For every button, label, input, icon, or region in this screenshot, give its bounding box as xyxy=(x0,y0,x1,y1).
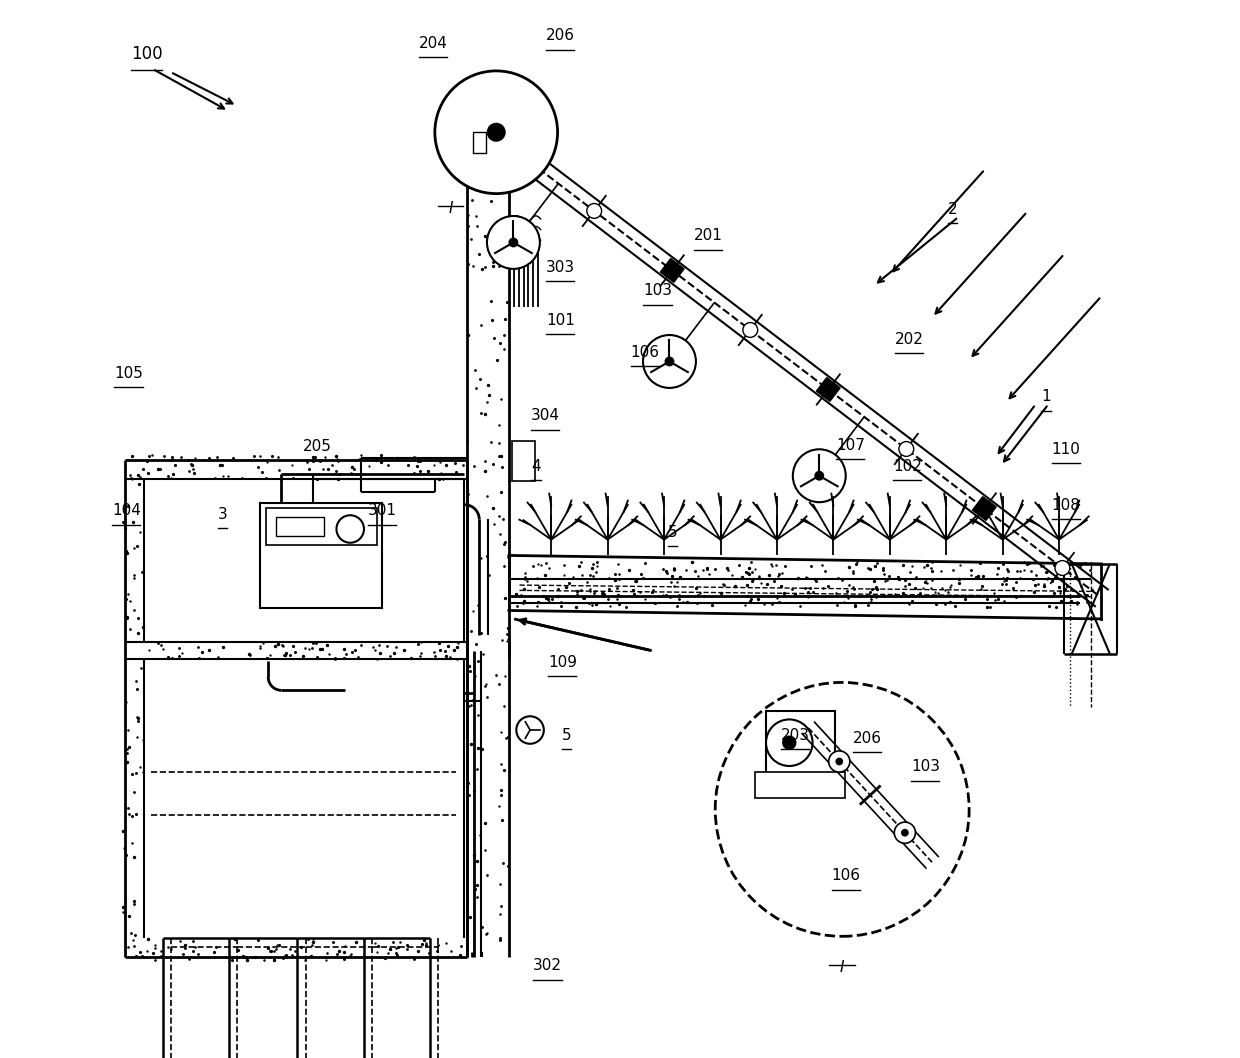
Text: 106: 106 xyxy=(832,869,861,883)
Text: 108: 108 xyxy=(1052,498,1080,513)
Text: 103: 103 xyxy=(911,760,940,774)
Circle shape xyxy=(901,829,908,836)
Polygon shape xyxy=(972,496,996,521)
Text: 304: 304 xyxy=(531,408,560,423)
Text: 206: 206 xyxy=(546,29,575,43)
Text: 206: 206 xyxy=(853,731,882,746)
Polygon shape xyxy=(661,258,684,282)
Text: 104: 104 xyxy=(112,504,141,518)
Circle shape xyxy=(1055,561,1070,576)
Text: 205: 205 xyxy=(303,439,331,454)
Bar xyxy=(277,517,324,536)
Text: 105: 105 xyxy=(114,366,143,381)
Text: 101: 101 xyxy=(546,313,575,328)
Bar xyxy=(472,132,486,153)
Text: 107: 107 xyxy=(836,438,864,453)
Polygon shape xyxy=(816,378,841,401)
Text: 109: 109 xyxy=(548,655,577,670)
Text: 1: 1 xyxy=(1042,389,1050,404)
Circle shape xyxy=(782,736,796,749)
Circle shape xyxy=(487,216,539,269)
Text: 204: 204 xyxy=(419,36,448,51)
Text: 103: 103 xyxy=(644,284,672,298)
Circle shape xyxy=(508,144,523,159)
Text: 2: 2 xyxy=(949,202,957,217)
Bar xyxy=(469,116,506,164)
Text: 203: 203 xyxy=(781,728,810,743)
Circle shape xyxy=(815,472,823,480)
Text: 106: 106 xyxy=(631,345,660,360)
Circle shape xyxy=(665,263,680,278)
Circle shape xyxy=(336,515,365,543)
Circle shape xyxy=(644,335,696,388)
Text: 302: 302 xyxy=(533,959,562,973)
Text: 4: 4 xyxy=(531,459,541,474)
Bar xyxy=(766,711,835,774)
Circle shape xyxy=(977,501,992,516)
Circle shape xyxy=(743,323,758,338)
Text: 5: 5 xyxy=(667,525,677,540)
Bar xyxy=(755,772,846,798)
Circle shape xyxy=(435,71,558,194)
Circle shape xyxy=(899,441,914,456)
Text: 202: 202 xyxy=(895,332,924,347)
Text: I: I xyxy=(839,960,844,974)
Circle shape xyxy=(836,759,842,765)
Text: I: I xyxy=(449,201,453,216)
Text: 110: 110 xyxy=(1052,442,1080,457)
Circle shape xyxy=(587,203,601,218)
Circle shape xyxy=(894,822,915,843)
Text: 3: 3 xyxy=(218,507,228,522)
Text: 102: 102 xyxy=(893,459,921,474)
Circle shape xyxy=(821,382,836,397)
Bar xyxy=(265,508,377,545)
Circle shape xyxy=(766,719,812,766)
Circle shape xyxy=(516,716,544,744)
Text: 201: 201 xyxy=(694,229,723,243)
Circle shape xyxy=(510,238,517,247)
Circle shape xyxy=(487,124,505,141)
Text: 301: 301 xyxy=(368,504,397,518)
Circle shape xyxy=(792,450,846,503)
Circle shape xyxy=(715,682,970,936)
Text: 100: 100 xyxy=(131,45,162,63)
Text: 5: 5 xyxy=(562,728,572,743)
Circle shape xyxy=(828,751,849,772)
Bar xyxy=(260,503,382,608)
Circle shape xyxy=(665,358,673,366)
Bar xyxy=(512,441,536,481)
Text: 303: 303 xyxy=(546,260,575,275)
